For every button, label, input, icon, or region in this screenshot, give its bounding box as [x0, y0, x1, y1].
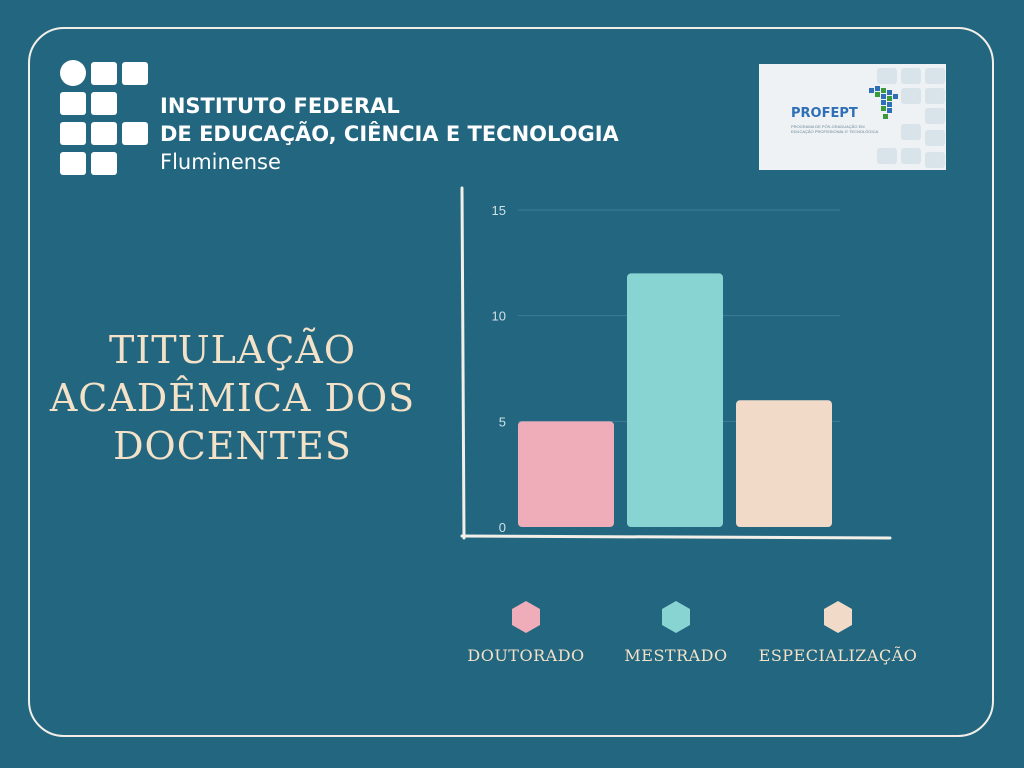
institution-line-2: DE EDUCAÇÃO, CIÊNCIA E TECNOLOGIA — [160, 122, 619, 146]
institution-line-1: INSTITUTO FEDERAL — [160, 94, 400, 118]
bar-especialização — [736, 400, 832, 527]
bar-mestrado — [627, 273, 723, 527]
profept-name: PROFEPT — [791, 106, 858, 121]
bar-chart: 0 5 10 15 — [460, 186, 892, 540]
legend-label: ESPECIALIZAÇÃO — [758, 646, 918, 665]
y-tick-label: 5 — [499, 414, 506, 429]
institution-name: INSTITUTO FEDERAL DE EDUCAÇÃO, CIÊNCIA E… — [160, 92, 619, 176]
bar-doutorado — [518, 421, 614, 527]
legend-swatch-hexagon-icon — [824, 601, 852, 633]
x-axis — [460, 534, 892, 540]
institution-line-3: Fluminense — [160, 150, 281, 174]
y-axis — [460, 186, 466, 540]
institution-logo: INSTITUTO FEDERAL DE EDUCAÇÃO, CIÊNCIA E… — [60, 60, 680, 180]
y-tick-label: 15 — [492, 203, 506, 218]
profept-map-icon — [867, 84, 907, 124]
legend-swatch-hexagon-icon — [662, 601, 690, 633]
legend-swatch-hexagon-icon — [512, 601, 540, 633]
y-tick-label: 0 — [499, 520, 506, 535]
y-tick-label: 10 — [492, 309, 506, 324]
if-grid-icon — [60, 60, 150, 176]
legend-label: DOUTORADO — [467, 646, 585, 665]
legend-label: MESTRADO — [624, 646, 728, 665]
slide-frame — [28, 27, 994, 737]
chart-title: TITULAÇÃO ACADÊMICA DOS DOCENTES — [49, 328, 416, 468]
profept-subtitle: PROGRAMA DE PÓS-GRADUAÇÃO EM EDUCAÇÃO PR… — [791, 124, 879, 134]
profept-logo: PROFEPT PROGRAMA DE PÓS-GRADUAÇÃO EM EDU… — [759, 64, 946, 170]
